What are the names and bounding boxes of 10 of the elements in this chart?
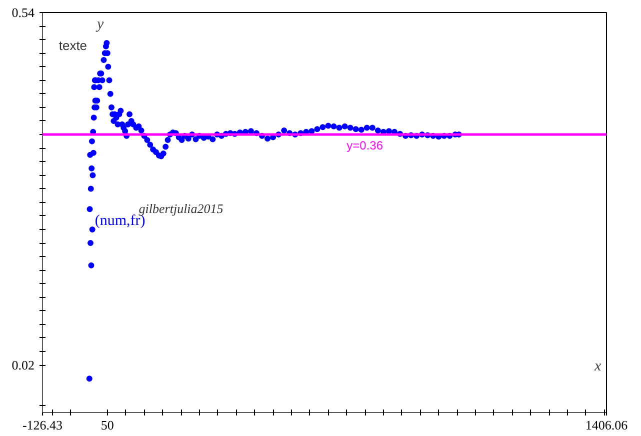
x-tick-label: 50 — [100, 418, 114, 432]
annotation: gilbertjulia2015 — [138, 200, 224, 216]
y-tick-label: 0.02 — [12, 358, 34, 373]
x-tick-label: 1406.06 — [585, 418, 628, 432]
annotation: texte — [58, 38, 88, 54]
ref-line-label: y=0.36 — [346, 138, 384, 153]
y-tick-label: 0.54 — [12, 5, 35, 20]
x-tick-label: -126.43 — [22, 418, 63, 432]
y-axis-title: y — [95, 16, 104, 32]
x-axis-title: x — [594, 358, 602, 375]
